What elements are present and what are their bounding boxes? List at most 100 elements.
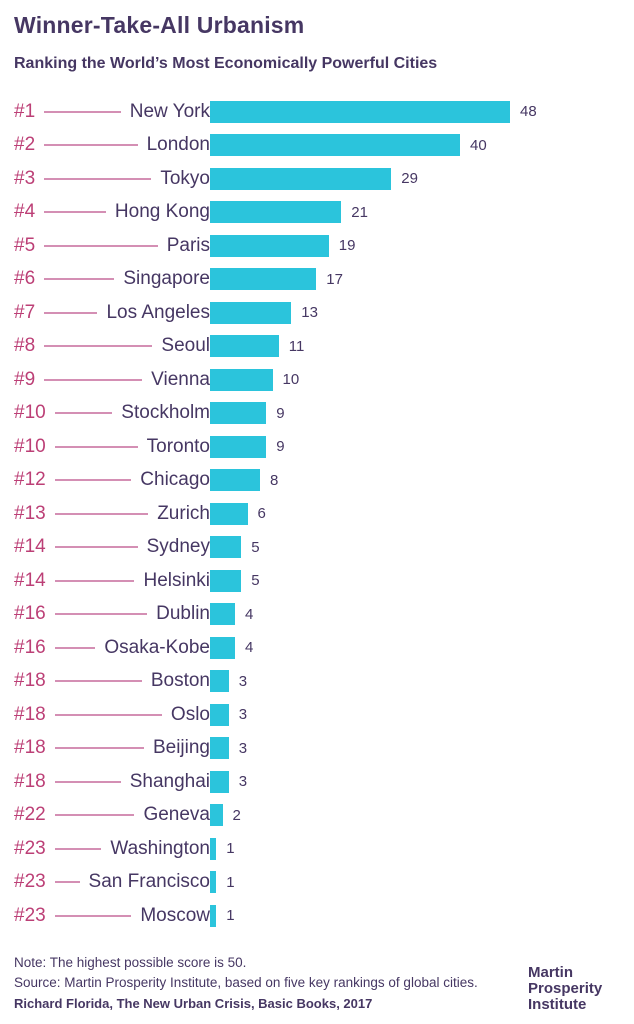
- score-value: 3: [238, 672, 248, 690]
- row-label-area: #5 Paris: [14, 235, 210, 257]
- rank-label: #23: [14, 837, 46, 859]
- score-bar: [210, 703, 229, 726]
- chart-row: #2 London 40: [14, 129, 620, 163]
- score-value: 40: [470, 136, 487, 154]
- rank-connector-line: [54, 847, 102, 850]
- rank-connector-line: [54, 814, 135, 817]
- score-value: 29: [401, 170, 418, 188]
- rank-label: #14: [14, 536, 46, 558]
- score-bar: [210, 402, 267, 425]
- row-label-area: #10 Toronto: [14, 436, 210, 458]
- chart-row: #18 Boston 3: [14, 665, 620, 699]
- score-value: 1: [226, 873, 235, 891]
- row-label-area: #22 Geneva: [14, 804, 210, 826]
- row-label-area: #13 Zurich: [14, 503, 210, 525]
- city-label: Helsinki: [143, 569, 210, 591]
- rank-connector-line: [54, 546, 138, 549]
- row-label-area: #10 Stockholm: [14, 402, 210, 424]
- rank-connector-line: [54, 914, 132, 917]
- score-bar: [210, 100, 510, 123]
- score-bar: [210, 201, 342, 224]
- score-value: 3: [238, 773, 248, 791]
- score-value: 5: [251, 572, 260, 590]
- row-label-area: #4 Hong Kong: [14, 201, 210, 223]
- rank-label: #18: [14, 703, 46, 725]
- city-label: Los Angeles: [106, 301, 210, 323]
- page-title: Winner-Take-All Urbanism: [14, 12, 305, 38]
- citation-text: Richard Florida, The New Urban Crisis, B…: [14, 996, 373, 1011]
- score-bar: [210, 435, 267, 458]
- rank-connector-line: [54, 881, 80, 884]
- score-bar: [210, 569, 242, 592]
- score-value: 21: [351, 203, 368, 221]
- city-label: Shanghai: [129, 770, 210, 792]
- rank-label: #22: [14, 804, 46, 826]
- row-label-area: #9 Vienna: [14, 369, 210, 391]
- rank-label: #10: [14, 402, 46, 424]
- score-value: 11: [288, 337, 305, 355]
- rank-connector-line: [54, 780, 121, 783]
- city-label: Geneva: [143, 804, 210, 826]
- bar-chart: #1 New York 48 #2 London 40 #3 Tokyo 29 …: [14, 95, 620, 933]
- rank-label: #1: [14, 100, 36, 122]
- rank-connector-line: [54, 613, 148, 616]
- row-label-area: #6 Singapore: [14, 268, 210, 290]
- rank-label: #18: [14, 737, 46, 759]
- rank-connector-line: [44, 177, 152, 180]
- score-value: 1: [226, 840, 235, 858]
- score-bar: [210, 904, 217, 927]
- score-bar: [210, 268, 317, 291]
- city-label: Vienna: [151, 368, 210, 390]
- chart-row: #18 Shanghai 3: [14, 765, 620, 799]
- rank-connector-line: [54, 680, 142, 683]
- score-bar: [210, 670, 229, 693]
- city-label: Singapore: [123, 268, 210, 290]
- row-label-area: #1 New York: [14, 101, 210, 123]
- logo-line-2: Prosperity: [528, 980, 603, 997]
- rank-connector-line: [44, 110, 121, 113]
- score-value: 2: [232, 806, 241, 824]
- chart-row: #8 Seoul 11: [14, 330, 620, 364]
- score-bar: [210, 502, 248, 525]
- city-label: Osaka-Kobe: [104, 636, 210, 658]
- logo-line-3: Institute: [528, 996, 587, 1013]
- city-label: New York: [129, 100, 210, 122]
- rank-label: #14: [14, 569, 46, 591]
- rank-label: #23: [14, 871, 46, 893]
- rank-label: #18: [14, 670, 46, 692]
- score-bar: [210, 301, 292, 324]
- score-bar: [210, 335, 279, 358]
- rank-connector-line: [54, 747, 144, 750]
- rank-label: #4: [14, 201, 36, 223]
- row-label-area: #12 Chicago: [14, 469, 210, 491]
- row-label-area: #23 Moscow: [14, 905, 210, 927]
- row-label-area: #23 San Francisco: [14, 871, 210, 893]
- chart-row: #13 Zurich 6: [14, 497, 620, 531]
- rank-connector-line: [54, 512, 149, 515]
- city-label: Seoul: [161, 335, 210, 357]
- row-label-area: #16 Osaka-Kobe: [14, 637, 210, 659]
- rank-label: #16: [14, 603, 46, 625]
- chart-row: #23 Washington 1: [14, 832, 620, 866]
- row-label-area: #7 Los Angeles: [14, 302, 210, 324]
- rank-connector-line: [44, 345, 153, 348]
- score-bar: [210, 368, 273, 391]
- score-value: 8: [270, 471, 279, 489]
- row-label-area: #2 London: [14, 134, 210, 156]
- rank-label: #6: [14, 268, 36, 290]
- city-label: San Francisco: [88, 871, 210, 893]
- score-bar: [210, 770, 229, 793]
- score-value: 4: [245, 605, 254, 623]
- row-label-area: #14 Helsinki: [14, 570, 210, 592]
- chart-row: #23 San Francisco 1: [14, 866, 620, 900]
- rank-label: #7: [14, 301, 36, 323]
- row-label-area: #23 Washington: [14, 838, 210, 860]
- row-label-area: #14 Sydney: [14, 536, 210, 558]
- score-bar: [210, 134, 460, 157]
- chart-row: #18 Beijing 3: [14, 732, 620, 766]
- score-bar: [210, 737, 229, 760]
- city-label: Tokyo: [160, 167, 210, 189]
- chart-row: #12 Chicago 8: [14, 464, 620, 498]
- score-value: 3: [238, 706, 248, 724]
- logo-line-1: Martin: [528, 964, 573, 981]
